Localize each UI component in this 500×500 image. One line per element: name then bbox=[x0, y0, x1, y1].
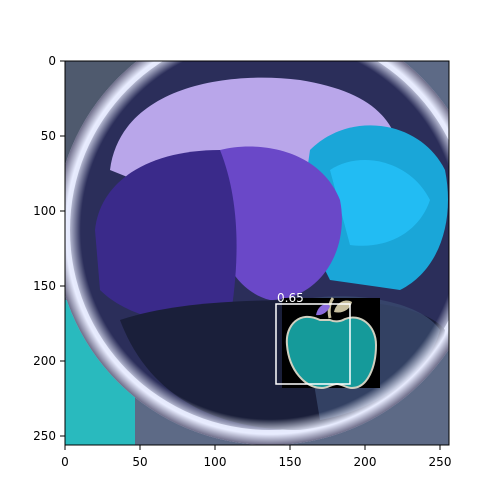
detection-score: 0.65 bbox=[277, 291, 304, 305]
image-panel: 0.65 bbox=[65, 61, 449, 445]
x-axis: 0 50 100 150 200 250 bbox=[61, 445, 451, 469]
detection-box bbox=[275, 303, 351, 385]
y-tick-label: 150 bbox=[33, 279, 56, 293]
apple-icon bbox=[285, 297, 378, 390]
x-tick-label: 50 bbox=[132, 455, 147, 469]
x-tick-label: 200 bbox=[354, 455, 377, 469]
x-tick-label: 100 bbox=[204, 455, 227, 469]
y-tick-label: 200 bbox=[33, 354, 56, 368]
y-tick-label: 100 bbox=[33, 204, 56, 218]
x-tick-label: 250 bbox=[429, 455, 452, 469]
y-axis: 0 50 100 150 200 250 bbox=[33, 54, 65, 443]
y-tick-label: 0 bbox=[48, 54, 56, 68]
axes-frame bbox=[64, 60, 450, 446]
x-tick-label: 150 bbox=[279, 455, 302, 469]
y-tick-label: 50 bbox=[41, 129, 56, 143]
y-tick-label: 250 bbox=[33, 429, 56, 443]
x-tick-label: 0 bbox=[61, 455, 69, 469]
